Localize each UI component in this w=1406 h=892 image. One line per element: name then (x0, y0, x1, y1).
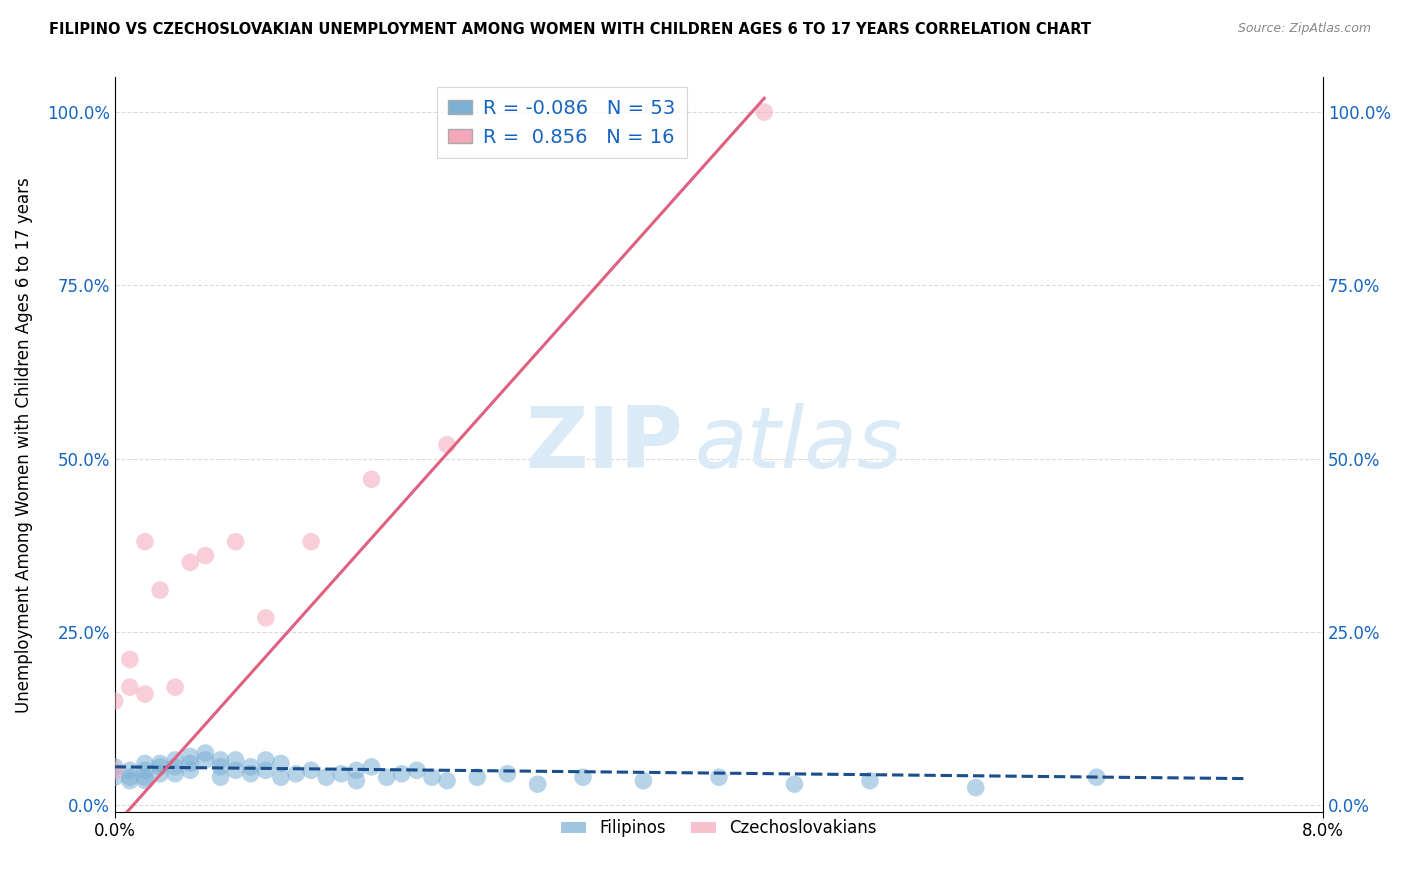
Text: ZIP: ZIP (524, 403, 683, 486)
Point (360, 472, 382, 486)
Point (496, 766, 519, 780)
Point (299, 764, 322, 778)
Point (239, 760, 262, 774)
Point (754, 105, 776, 120)
Point (118, 770, 141, 784)
Point (118, 764, 141, 778)
Point (118, 680, 141, 694)
Point (375, 770, 398, 784)
Point (194, 753, 217, 767)
Point (783, 777, 806, 791)
Point (179, 756, 201, 771)
Point (149, 766, 172, 780)
Point (965, 780, 987, 795)
Point (104, 770, 127, 784)
Point (285, 766, 308, 780)
Text: atlas: atlas (695, 403, 903, 486)
Point (270, 756, 292, 771)
Point (149, 760, 172, 774)
Point (436, 773, 458, 788)
Point (299, 534, 322, 549)
Point (165, 753, 187, 767)
Point (225, 534, 247, 549)
Point (254, 753, 277, 767)
Point (405, 764, 427, 778)
Point (165, 760, 187, 774)
Point (134, 756, 156, 771)
Point (526, 777, 548, 791)
Point (165, 766, 187, 780)
Text: FILIPINO VS CZECHOSLOVAKIAN UNEMPLOYMENT AMONG WOMEN WITH CHILDREN AGES 6 TO 17 : FILIPINO VS CZECHOSLOVAKIAN UNEMPLOYMENT… (49, 22, 1091, 37)
Point (1085, 770, 1108, 784)
Point (165, 680, 187, 694)
Point (179, 556, 201, 570)
Point (859, 773, 882, 788)
Point (239, 766, 262, 780)
Point (360, 760, 382, 774)
Point (194, 746, 217, 760)
Point (149, 583, 172, 598)
Point (225, 764, 247, 778)
Point (315, 770, 337, 784)
Point (134, 534, 156, 549)
Point (179, 764, 201, 778)
Point (134, 687, 156, 701)
Point (346, 764, 368, 778)
Point (118, 652, 141, 666)
Point (572, 770, 595, 784)
Point (134, 764, 156, 778)
Point (194, 549, 217, 563)
Point (270, 770, 292, 784)
Point (134, 773, 156, 788)
Point (104, 764, 127, 778)
Point (149, 756, 172, 771)
Point (118, 773, 141, 788)
Point (420, 770, 443, 784)
Point (225, 753, 247, 767)
Point (134, 770, 156, 784)
Point (254, 764, 277, 778)
Point (436, 437, 458, 451)
Point (104, 760, 127, 774)
Point (391, 766, 413, 780)
Point (465, 770, 488, 784)
Point (104, 694, 127, 708)
Point (707, 770, 730, 784)
Y-axis label: Unemployment Among Women with Children Ages 6 to 17 years: Unemployment Among Women with Children A… (15, 177, 32, 713)
Point (209, 753, 232, 767)
Text: Source: ZipAtlas.com: Source: ZipAtlas.com (1237, 22, 1371, 36)
Point (209, 770, 232, 784)
Point (254, 611, 277, 625)
Point (330, 766, 353, 780)
Point (633, 773, 655, 788)
Point (346, 773, 368, 788)
Point (179, 749, 201, 764)
Legend: Filipinos, Czechoslovakians: Filipinos, Czechoslovakians (554, 813, 883, 844)
Point (209, 760, 232, 774)
